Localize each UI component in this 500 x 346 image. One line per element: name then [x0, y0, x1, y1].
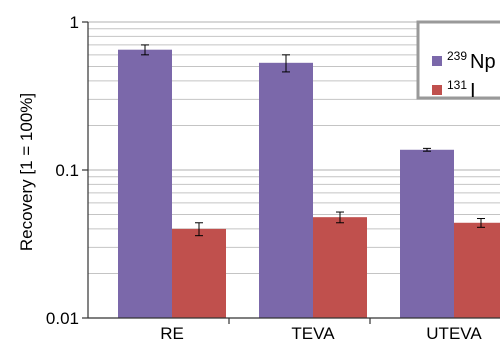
y-axis-label: Recovery [1 = 100%] — [17, 93, 36, 251]
bar-re-series-0 — [118, 49, 172, 319]
legend: 239 Np 131 I — [416, 20, 500, 102]
legend-np-element: Np — [470, 51, 496, 73]
legend-box — [416, 20, 500, 100]
legend-i-mass: 131 — [447, 78, 467, 92]
y-tick-label: 1 — [70, 13, 79, 32]
x-tick-label-re: RE — [160, 324, 184, 343]
bar-uteva-series-0 — [400, 149, 454, 318]
legend-i-element: I — [470, 80, 476, 102]
legend-entry-np: 239 Np — [447, 49, 496, 73]
error-bars — [141, 44, 485, 237]
bar-re-series-1 — [172, 228, 226, 318]
y-tick-label: 0.01 — [46, 309, 79, 328]
legend-swatch-np — [432, 56, 442, 66]
x-tick-label-teva: TEVA — [291, 324, 335, 343]
bar-uteva-series-1 — [454, 222, 500, 318]
legend-entry-i: 131 I — [447, 78, 476, 102]
bar-teva-series-1 — [313, 217, 367, 318]
legend-swatch-i — [432, 85, 442, 95]
bar-teva-series-0 — [259, 62, 313, 318]
bars — [118, 49, 500, 319]
y-tick-label: 0.1 — [55, 161, 79, 180]
axes: 0.01 0.1 1 RE TEVA UTEVA — [46, 13, 500, 343]
x-tick-label-uteva: UTEVA — [426, 324, 482, 343]
legend-np-mass: 239 — [447, 49, 467, 63]
